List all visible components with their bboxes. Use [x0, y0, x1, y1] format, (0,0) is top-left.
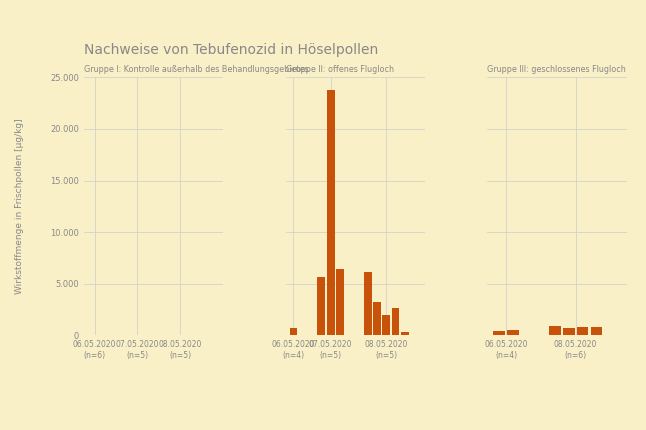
Bar [317, 276, 325, 335]
Bar [563, 328, 574, 335]
Text: Gruppe I: Kontrolle außerhalb des Behandlungsgebietes: Gruppe I: Kontrolle außerhalb des Behand… [84, 65, 309, 74]
Bar [373, 302, 381, 335]
Bar [507, 330, 519, 335]
Bar [336, 269, 344, 335]
Bar [364, 273, 371, 335]
Text: Gruppe II: offenes Flugloch: Gruppe II: offenes Flugloch [286, 65, 393, 74]
Text: Nachweise von Tebufenozid in Höselpollen: Nachweise von Tebufenozid in Höselpollen [84, 43, 378, 57]
Bar [289, 328, 297, 335]
Text: Wirkstoffmenge in Frischpollen [µg/kg]: Wirkstoffmenge in Frischpollen [µg/kg] [15, 119, 24, 294]
Bar [493, 331, 505, 335]
Bar [590, 327, 602, 335]
Bar [401, 332, 409, 335]
Text: Gruppe III: geschlossenes Flugloch: Gruppe III: geschlossenes Flugloch [488, 65, 626, 74]
Bar [391, 307, 399, 335]
Bar [327, 90, 335, 335]
Bar [549, 326, 561, 335]
Bar [577, 327, 589, 335]
Bar [382, 315, 390, 335]
